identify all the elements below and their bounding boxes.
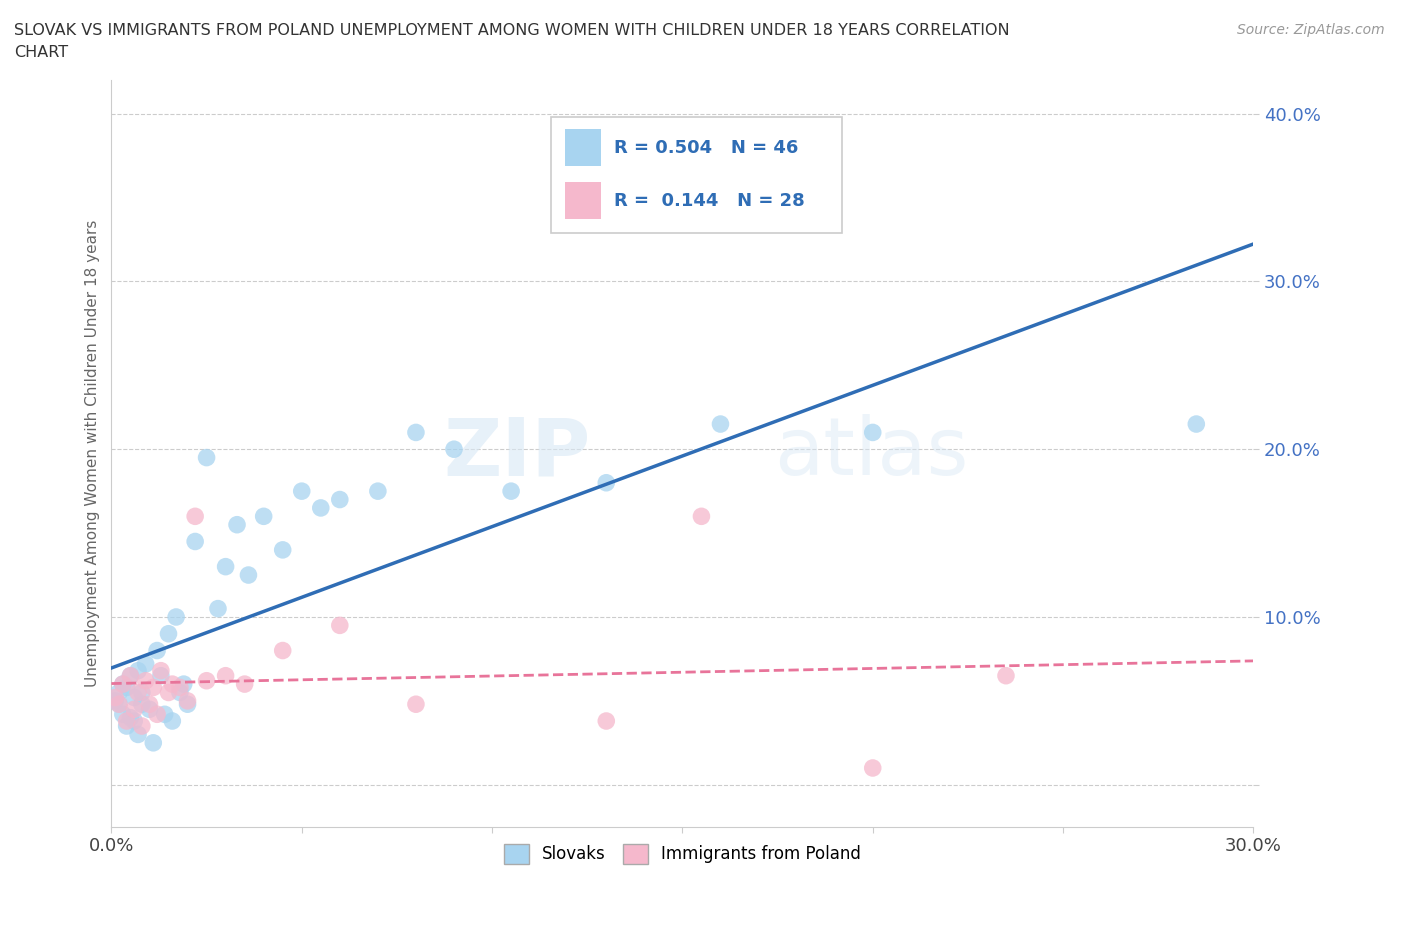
Point bbox=[233, 677, 256, 692]
Text: ZIP: ZIP bbox=[444, 415, 591, 492]
Point bbox=[135, 657, 157, 671]
Point bbox=[253, 509, 276, 524]
Point bbox=[138, 702, 160, 717]
Point bbox=[153, 707, 176, 722]
Point bbox=[176, 697, 198, 711]
FancyBboxPatch shape bbox=[565, 182, 602, 219]
Point bbox=[142, 680, 165, 695]
Point bbox=[149, 663, 172, 678]
Y-axis label: Unemployment Among Women with Children Under 18 years: Unemployment Among Women with Children U… bbox=[86, 219, 100, 687]
Text: R =  0.144   N = 28: R = 0.144 N = 28 bbox=[614, 192, 804, 210]
Point bbox=[1185, 417, 1208, 432]
Point bbox=[111, 677, 134, 692]
Point bbox=[226, 517, 249, 532]
Point bbox=[994, 669, 1017, 684]
Point bbox=[104, 690, 127, 705]
Point bbox=[329, 492, 352, 507]
Point bbox=[120, 711, 142, 725]
Point bbox=[146, 644, 169, 658]
Point bbox=[195, 673, 218, 688]
Point bbox=[120, 669, 142, 684]
Point bbox=[214, 669, 236, 684]
Point bbox=[709, 417, 731, 432]
Point bbox=[127, 727, 149, 742]
FancyBboxPatch shape bbox=[565, 129, 602, 166]
Point bbox=[115, 680, 138, 695]
Point bbox=[149, 669, 172, 684]
Point bbox=[184, 534, 207, 549]
Point bbox=[111, 707, 134, 722]
Point bbox=[157, 685, 180, 700]
Point bbox=[165, 609, 187, 624]
Text: atlas: atlas bbox=[773, 415, 969, 492]
Point bbox=[108, 697, 131, 711]
Text: SLOVAK VS IMMIGRANTS FROM POLAND UNEMPLOYMENT AMONG WOMEN WITH CHILDREN UNDER 18: SLOVAK VS IMMIGRANTS FROM POLAND UNEMPLO… bbox=[14, 23, 1010, 38]
Point bbox=[115, 719, 138, 734]
Point bbox=[115, 713, 138, 728]
Point bbox=[367, 484, 389, 498]
Point bbox=[162, 713, 184, 728]
Point bbox=[195, 450, 218, 465]
Point bbox=[135, 673, 157, 688]
Text: Source: ZipAtlas.com: Source: ZipAtlas.com bbox=[1237, 23, 1385, 37]
Point bbox=[108, 697, 131, 711]
Point bbox=[162, 677, 184, 692]
Point bbox=[120, 669, 142, 684]
Point bbox=[271, 644, 294, 658]
Point bbox=[862, 425, 884, 440]
Point bbox=[329, 618, 352, 632]
Point bbox=[501, 484, 523, 498]
Point bbox=[108, 685, 131, 700]
Point bbox=[176, 694, 198, 709]
Point bbox=[138, 697, 160, 711]
Text: R = 0.504   N = 46: R = 0.504 N = 46 bbox=[614, 139, 799, 156]
Point bbox=[173, 677, 195, 692]
Point bbox=[405, 425, 427, 440]
Point bbox=[291, 484, 314, 498]
Point bbox=[131, 685, 153, 700]
Point bbox=[595, 475, 617, 490]
Point bbox=[127, 663, 149, 678]
Point bbox=[207, 601, 229, 616]
Point bbox=[169, 680, 191, 695]
Point bbox=[127, 685, 149, 700]
Point bbox=[690, 509, 713, 524]
Point bbox=[169, 685, 191, 700]
Point bbox=[104, 694, 127, 709]
Point bbox=[122, 713, 145, 728]
Point bbox=[405, 697, 427, 711]
Point bbox=[131, 697, 153, 711]
Text: CHART: CHART bbox=[14, 45, 67, 60]
Point bbox=[862, 761, 884, 776]
Point bbox=[309, 500, 332, 515]
FancyBboxPatch shape bbox=[551, 117, 842, 233]
Point bbox=[146, 707, 169, 722]
Point bbox=[214, 559, 236, 574]
Point bbox=[142, 736, 165, 751]
Point bbox=[131, 719, 153, 734]
Point bbox=[443, 442, 465, 457]
Point bbox=[157, 626, 180, 641]
Point bbox=[595, 713, 617, 728]
Point bbox=[122, 702, 145, 717]
Point bbox=[122, 690, 145, 705]
Point bbox=[111, 677, 134, 692]
Point bbox=[271, 542, 294, 557]
Point bbox=[238, 567, 260, 582]
Point bbox=[184, 509, 207, 524]
Legend: Slovaks, Immigrants from Poland: Slovaks, Immigrants from Poland bbox=[498, 837, 868, 870]
